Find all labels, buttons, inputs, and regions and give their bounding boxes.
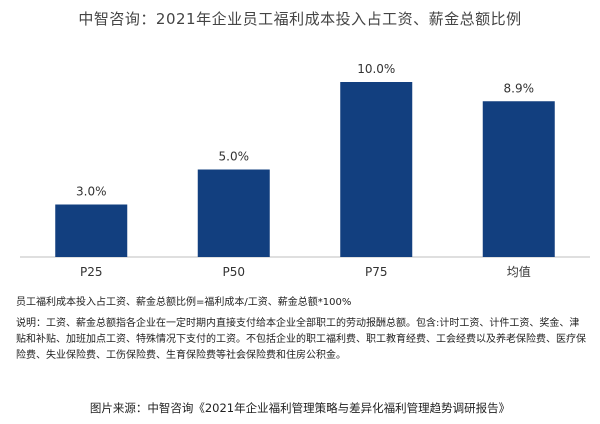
bar-P75 bbox=[340, 82, 413, 257]
formula-text: 员工福利成本投入占工资、薪金总额比例=福利成本/工资、薪金总额*100% bbox=[16, 297, 352, 308]
bar-P50 bbox=[197, 169, 270, 257]
data-label-均值: 8.9% bbox=[504, 81, 535, 95]
bar-chart: 3.0% P25 5.0% P50 10.0% P75 8.9% 均值 bbox=[20, 62, 590, 279]
x-tick-label-均值: 均值 bbox=[507, 264, 531, 279]
data-label-P75: 10.0% bbox=[357, 62, 395, 76]
bar-均值 bbox=[482, 101, 555, 257]
source-text: 图片来源：中智咨询《2021年企业福利管理策略与差异化福利管理趋势调研报告》 bbox=[89, 401, 511, 415]
x-tick-label-P75: P75 bbox=[365, 265, 388, 279]
note-text: 说明：工资、薪金总额指各企业在一定时期内直接支付给本企业全部职工的劳动报酬总额。… bbox=[16, 318, 586, 361]
data-label-P25: 3.0% bbox=[76, 185, 107, 199]
bar-P25 bbox=[55, 204, 128, 257]
x-tick-label-P50: P50 bbox=[222, 265, 245, 279]
x-tick-label-P25: P25 bbox=[80, 265, 103, 279]
chart-title: 中智咨询：2021年企业员工福利成本投入占工资、薪金总额比例 bbox=[78, 10, 522, 28]
data-label-P50: 5.0% bbox=[219, 150, 250, 164]
